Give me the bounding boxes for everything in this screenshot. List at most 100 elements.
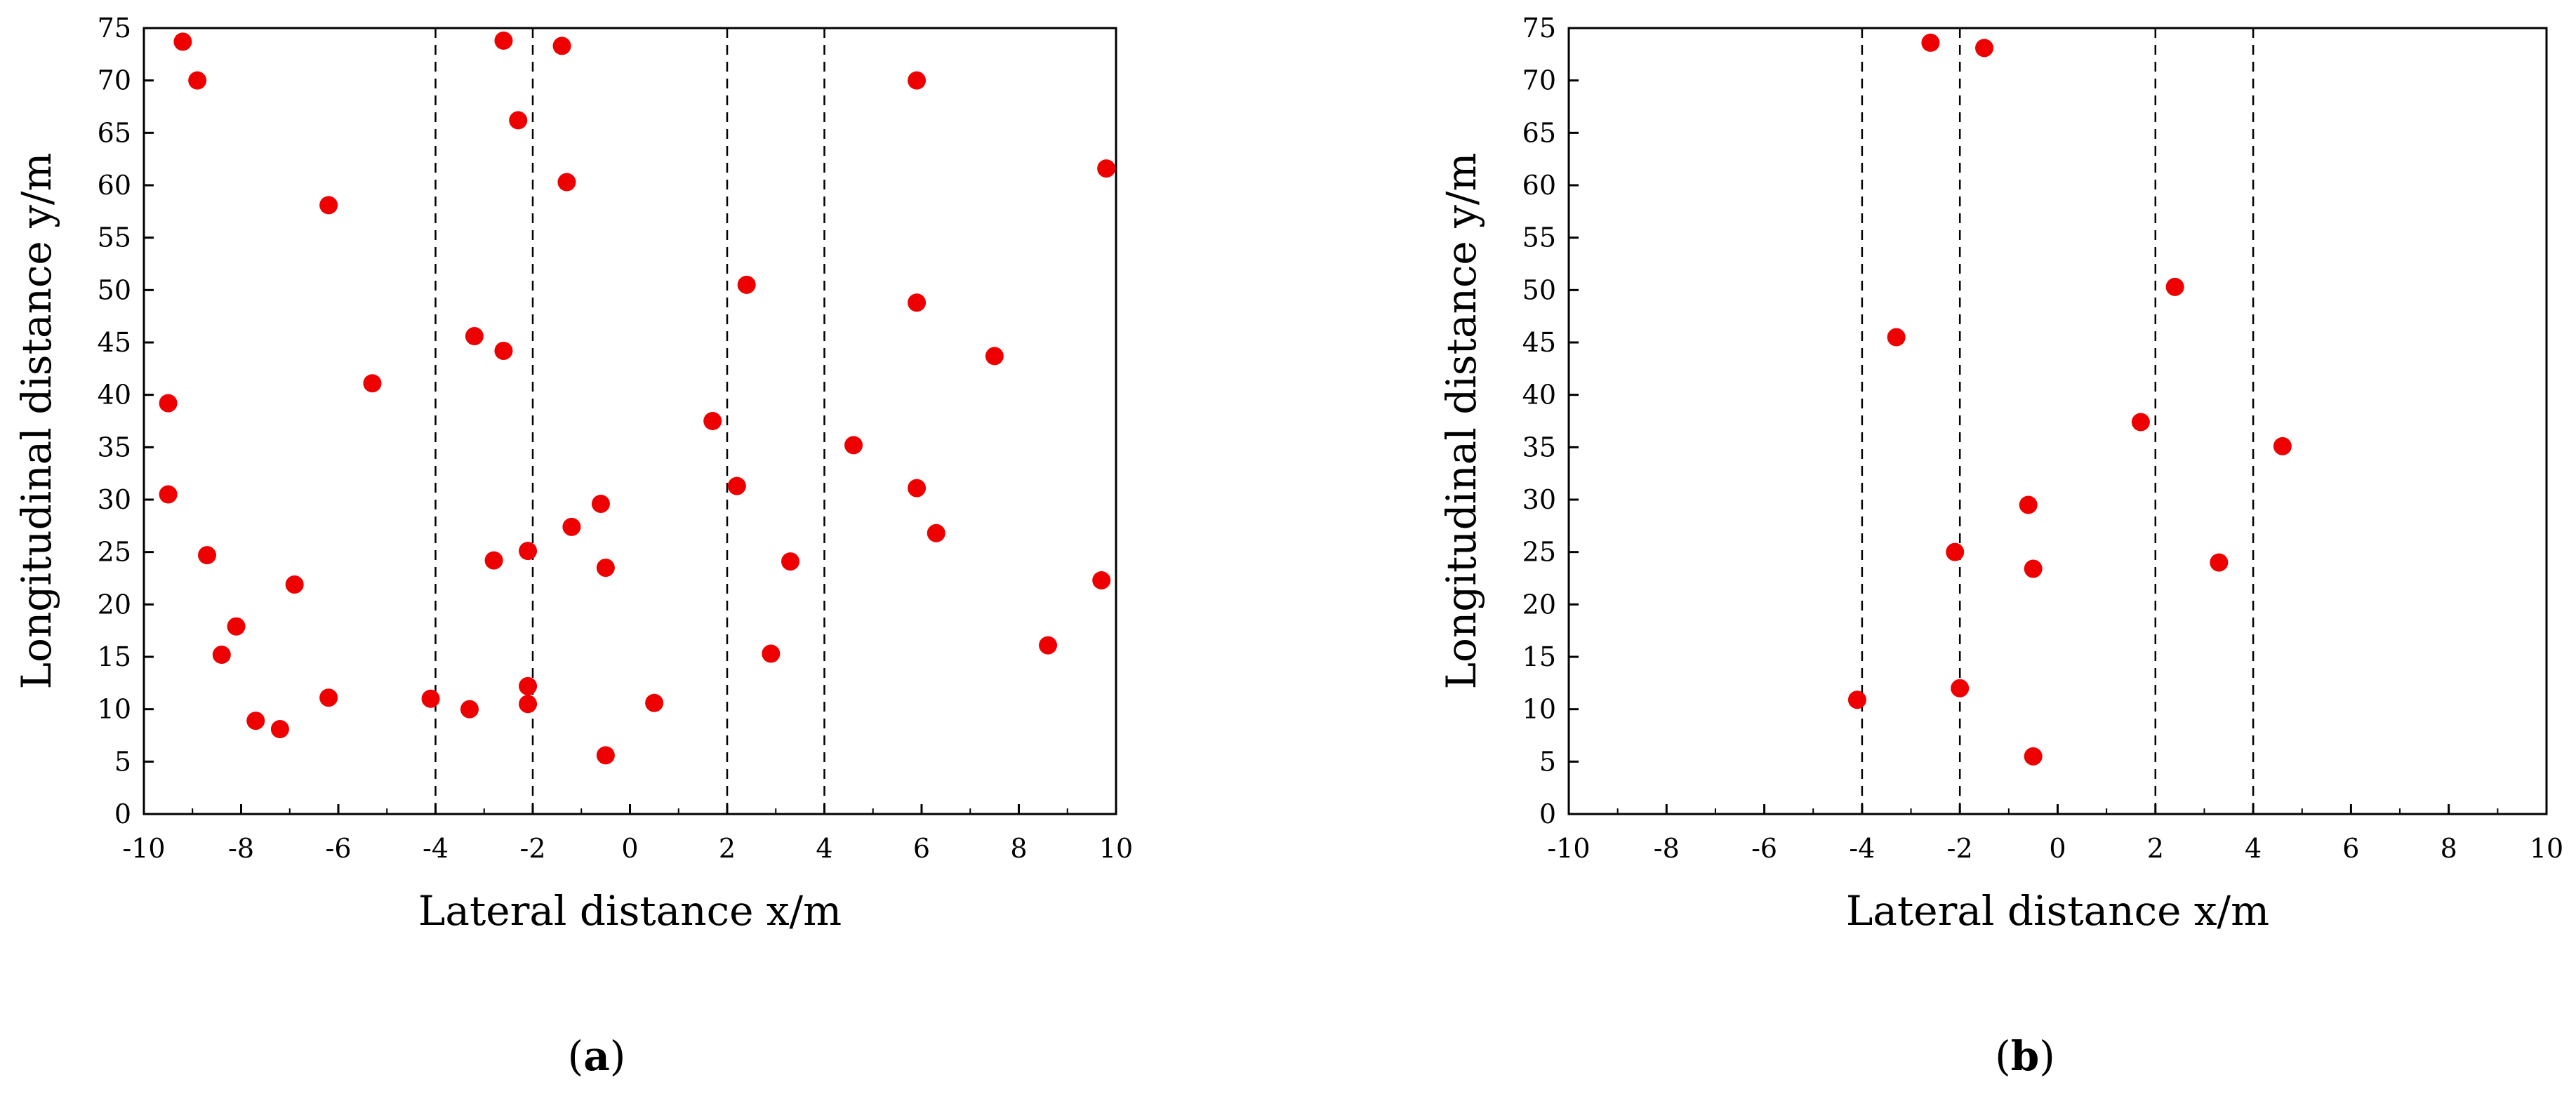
data-point	[2024, 747, 2043, 766]
x-tick-label: 4	[816, 833, 832, 864]
y-tick-label: 25	[98, 537, 131, 568]
y-tick-label: 30	[98, 484, 131, 515]
x-tick-label: -8	[1654, 833, 1680, 864]
x-tick-label: 8	[2441, 833, 2457, 864]
y-tick-label: 5	[1539, 746, 1556, 777]
data-point	[270, 720, 289, 739]
chart-a: -10 -8 -6 -4 -2 0 2 4 6 8 10 0 5 10 15 20 25 30 35 40 45 50 55…	[13, 13, 1133, 1080]
data-point	[1921, 33, 1940, 52]
data-point	[159, 394, 178, 413]
y-tick-label: 20	[1522, 589, 1556, 620]
data-point	[460, 700, 479, 719]
x-tick-label: -6	[325, 833, 351, 864]
x-tick-label: 2	[719, 833, 736, 864]
y-tick-label: 50	[1522, 274, 1556, 305]
data-point	[557, 173, 576, 192]
y-tick-label: 20	[98, 589, 131, 620]
plot-frame	[1567, 27, 2548, 815]
x-tick-label: -6	[1751, 833, 1777, 864]
x-tick-label: -2	[519, 833, 545, 864]
data-point	[285, 575, 304, 594]
y-tick-label: 35	[98, 432, 131, 462]
data-point	[645, 693, 664, 712]
data-point	[2131, 413, 2150, 432]
x-tick-label: -8	[228, 833, 254, 864]
data-point	[1847, 691, 1866, 709]
y-tick-label: 40	[1522, 380, 1556, 411]
y-tick-label: 45	[1522, 327, 1556, 358]
y-axis-title: Longitudinal distance y/m	[13, 153, 60, 690]
data-point	[908, 71, 927, 90]
data-point	[159, 485, 178, 504]
y-tick-label: 50	[98, 274, 131, 305]
data-point	[1097, 159, 1116, 178]
data-point	[1951, 679, 1970, 698]
data-point	[212, 646, 231, 665]
x-tick-label: 0	[2049, 833, 2066, 864]
data-point	[421, 689, 440, 708]
data-point	[908, 293, 927, 312]
data-point	[319, 688, 338, 707]
chart-b: -10 -8 -6 -4 -2 0 2 4 6 8 10 0 5 10 15 20 25 30 35 40 45 50 55…	[1438, 13, 2563, 1080]
data-point	[519, 676, 538, 695]
data-point	[2273, 436, 2292, 455]
data-point	[927, 523, 945, 542]
x-tick-label: -10	[122, 833, 165, 864]
y-tick-label: 15	[98, 641, 131, 672]
x-tick-label: 6	[913, 833, 930, 864]
data-point	[494, 341, 513, 360]
data-point	[591, 494, 610, 513]
x-tick-label: 0	[621, 833, 638, 864]
data-point	[2165, 277, 2184, 296]
y-tick-label: 55	[98, 222, 131, 253]
y-tick-label: 0	[114, 799, 131, 829]
y-tick-label: 75	[98, 13, 131, 44]
data-point	[484, 551, 503, 570]
data-point	[519, 695, 538, 714]
data-point	[985, 347, 1004, 366]
data-point	[1039, 636, 1058, 655]
data-point	[509, 111, 528, 130]
data-point	[198, 546, 217, 565]
x-axis-title: Lateral distance x/m	[418, 887, 842, 935]
x-tick-label: 10	[1099, 833, 1133, 864]
x-tick-label: 2	[2147, 833, 2164, 864]
data-point	[494, 31, 513, 50]
y-tick-label: 40	[98, 380, 131, 411]
data-point	[2024, 559, 2043, 578]
y-tick-label: 15	[1522, 641, 1556, 672]
data-point	[519, 542, 538, 561]
data-point	[246, 712, 265, 731]
data-point	[737, 275, 756, 294]
y-tick-label: 45	[98, 327, 131, 358]
y-tick-label: 10	[98, 694, 131, 725]
x-tick-label: 8	[1010, 833, 1027, 864]
data-point	[703, 412, 722, 430]
x-tick-label: 6	[2342, 833, 2359, 864]
data-point	[908, 479, 927, 498]
y-tick-label: 25	[1522, 537, 1556, 568]
x-axis-title: Lateral distance x/m	[1846, 887, 2269, 935]
x-tick-label: -4	[423, 833, 449, 864]
y-tick-label: 55	[1522, 222, 1556, 253]
data-point	[363, 374, 382, 393]
data-point	[552, 36, 571, 55]
x-tick-label: -10	[1547, 833, 1590, 864]
x-tick-label: 10	[2530, 833, 2563, 864]
data-point	[2019, 495, 2038, 514]
y-tick-label: 70	[1522, 65, 1556, 96]
data-point	[596, 559, 615, 578]
data-point	[596, 746, 615, 765]
panel-caption: (a)	[568, 1032, 626, 1080]
x-tick-label: -2	[1947, 833, 1973, 864]
data-point	[727, 476, 746, 495]
data-point	[844, 436, 863, 455]
panel-caption: (b)	[1995, 1032, 2055, 1080]
y-tick-label: 10	[1522, 694, 1556, 725]
x-tick-label: 4	[2245, 833, 2262, 864]
data-point	[2210, 553, 2229, 572]
y-tick-label: 30	[1522, 484, 1556, 515]
data-point	[319, 196, 338, 215]
data-point	[173, 32, 192, 51]
data-point	[562, 517, 581, 536]
